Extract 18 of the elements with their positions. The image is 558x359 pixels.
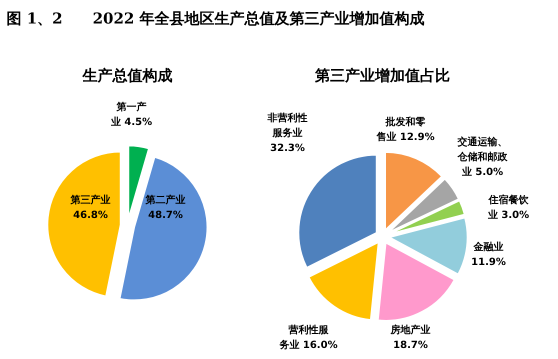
data-label: 11.9%: [471, 257, 506, 268]
slice-label: 房地产业: [390, 324, 430, 336]
slice-label: 第三产业: [70, 194, 110, 206]
slice-label: 营利性服务业 16.0%: [278, 324, 338, 351]
slice-label: 非营利性服务业: [266, 112, 308, 139]
slice-label: 第一产业 4.5%: [110, 101, 152, 128]
slice-label: 交通运输、仓储和邮政业 5.0%: [456, 136, 508, 178]
data-label: 46.8%: [73, 210, 108, 221]
caption: 图 1、2 2022 年全县地区生产总值及第三产业增加值构成: [6, 10, 425, 28]
data-label: 48.7%: [148, 210, 183, 221]
data-label: 18.7%: [393, 340, 428, 351]
chart-title: 生产总值构成: [82, 66, 172, 84]
slice-label: 金融业: [472, 241, 504, 253]
slice-label: 第二产业: [144, 194, 186, 206]
data-label: 32.3%: [270, 143, 305, 154]
slice-label: 批发和零售业 12.9%: [375, 116, 435, 143]
slice-label: 住宿餐饮业 3.0%: [486, 194, 530, 221]
chart-title: 第三产业增加值占比: [314, 66, 450, 84]
